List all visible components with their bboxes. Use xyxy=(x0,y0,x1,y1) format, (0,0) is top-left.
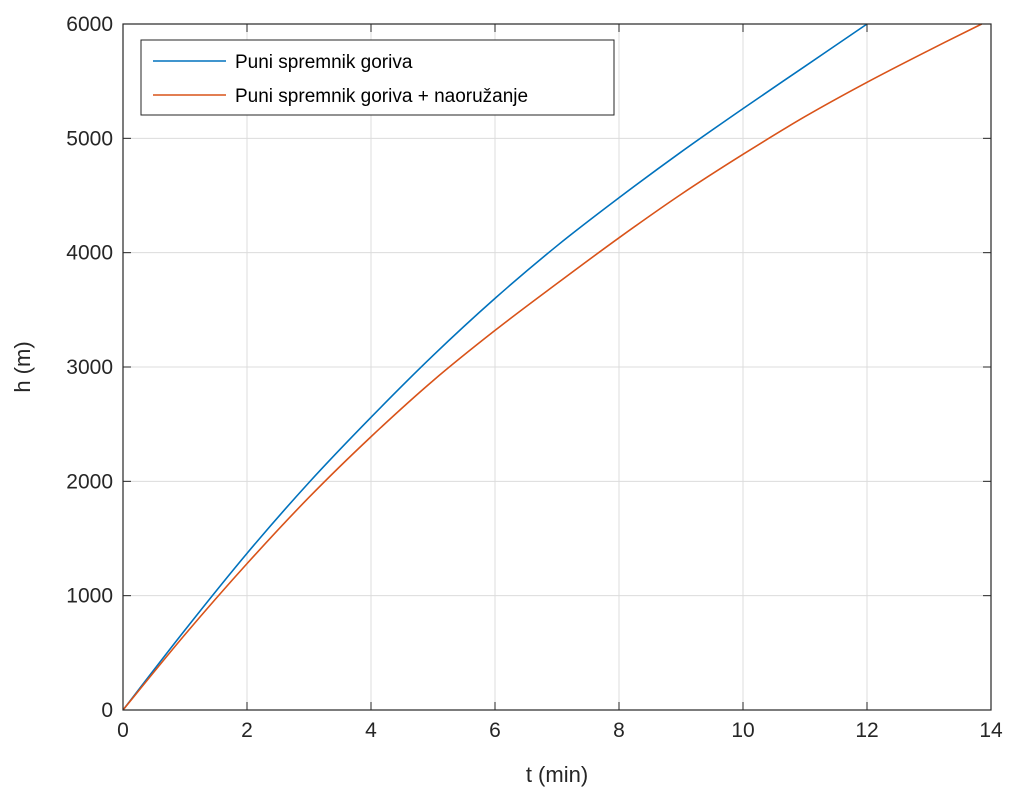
series-line-2 xyxy=(122,23,983,711)
y-tick-label: 2000 xyxy=(66,470,113,493)
series-layer xyxy=(122,23,983,711)
y-tick-label: 4000 xyxy=(66,242,113,265)
x-tick-label: 2 xyxy=(241,719,253,742)
tick-labels: 0 2 4 6 8 10 12 14 0 1000 2000 3000 4000 5000 6000 xyxy=(66,13,1003,742)
x-tick-label: 12 xyxy=(855,719,878,742)
y-tick-label: 5000 xyxy=(66,127,113,150)
x-axis-label: t (min) xyxy=(526,762,588,787)
y-tick-label: 3000 xyxy=(66,356,113,379)
y-tick-label: 1000 xyxy=(66,585,113,608)
legend-box xyxy=(140,39,615,116)
x-tick-label: 8 xyxy=(613,719,625,742)
x-tick-label: 6 xyxy=(489,719,501,742)
y-tick-label: 0 xyxy=(101,699,113,722)
x-tick-label: 14 xyxy=(979,719,1003,742)
legend: Puni spremnik goriva Puni spremnik goriv… xyxy=(140,39,615,116)
x-tick-label: 0 xyxy=(117,719,129,742)
y-axis-label: h (m) xyxy=(10,341,35,392)
x-tick-label: 10 xyxy=(731,719,754,742)
series-line-1 xyxy=(122,23,868,711)
legend-label-series-2: Puni spremnik goriva + naoružanje xyxy=(235,86,528,107)
legend-label-series-1: Puni spremnik goriva xyxy=(235,52,413,73)
tick-marks xyxy=(122,23,992,711)
y-tick-label: 6000 xyxy=(66,13,113,36)
x-tick-label: 4 xyxy=(365,719,377,742)
